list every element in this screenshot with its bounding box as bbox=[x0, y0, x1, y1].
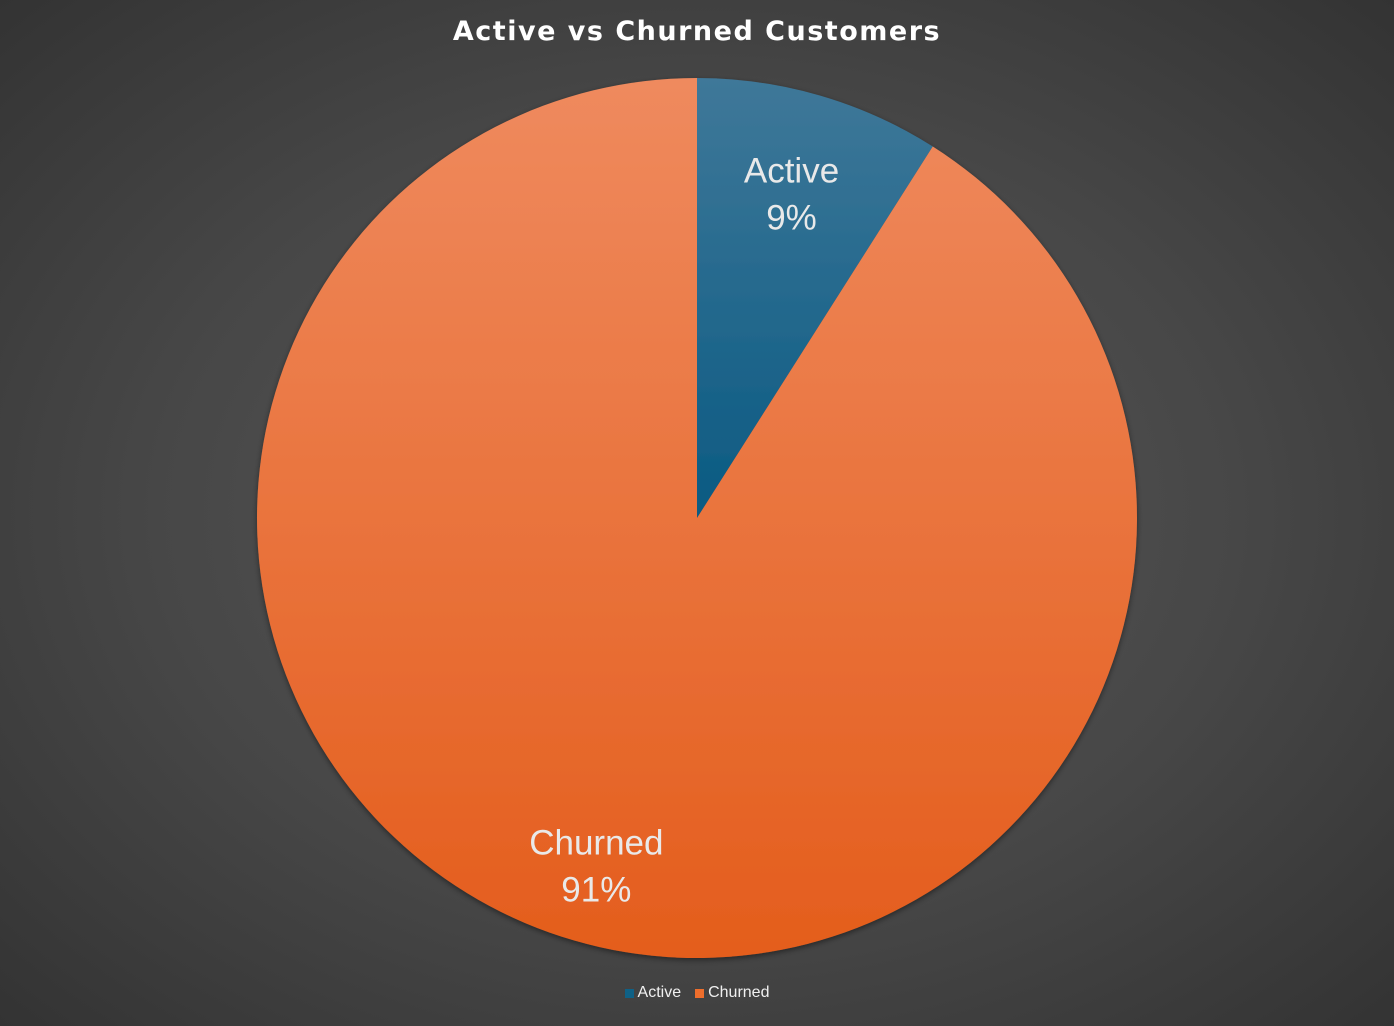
legend-label: Active bbox=[637, 984, 682, 1001]
legend-swatch bbox=[695, 988, 705, 998]
slice-label-percent: 9% bbox=[766, 199, 817, 238]
legend-item-active: Active bbox=[624, 984, 682, 1002]
chart-title: Active vs Churned Customers bbox=[452, 16, 942, 47]
slice-label-category: Churned bbox=[529, 823, 663, 862]
legend-label: Churned bbox=[708, 984, 770, 1001]
legend: Active Churned bbox=[0, 984, 1394, 1002]
slice-label-percent: 91% bbox=[561, 870, 631, 909]
pie-slice-churned bbox=[257, 78, 1137, 958]
legend-swatch bbox=[624, 988, 634, 998]
legend-item-churned: Churned bbox=[695, 984, 769, 1002]
pie-slice-active bbox=[697, 78, 933, 518]
slice-label-category: Active bbox=[744, 152, 839, 191]
